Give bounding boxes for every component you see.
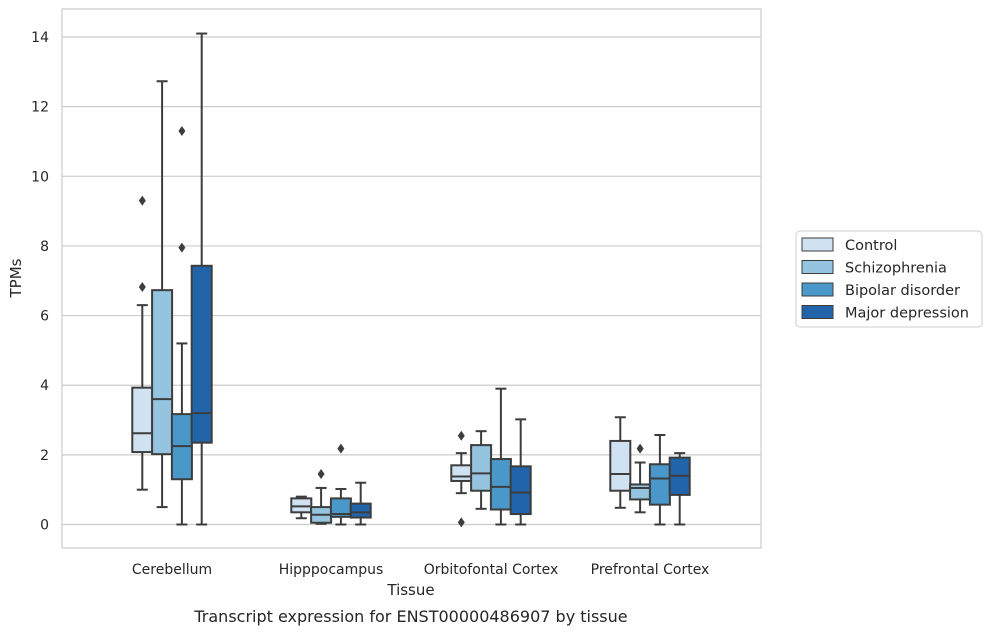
x-tick-label: Cerebellum — [132, 562, 212, 578]
box-body — [131, 386, 154, 454]
y-axis-ticks: 0 2 4 6 8 10 12 14 — [31, 30, 49, 533]
legend-items: Control Schizophrenia Bipolar disorder Majo… — [801, 237, 969, 322]
legend-swatch — [801, 305, 834, 319]
series-control — [131, 195, 632, 528]
box — [629, 443, 652, 514]
box — [290, 495, 313, 520]
box-body — [290, 497, 313, 514]
box — [131, 195, 154, 491]
series-schizophrenia — [151, 80, 652, 525]
box — [349, 481, 372, 526]
legend-label: Schizophrenia — [845, 261, 947, 277]
legend-swatch — [801, 282, 834, 297]
series-bipolar-disorder — [170, 126, 671, 526]
outlier-point — [457, 517, 465, 528]
box-body — [629, 483, 652, 501]
outlier-point — [457, 430, 465, 441]
box-body — [450, 464, 473, 482]
legend-frame — [795, 230, 983, 328]
legend-swatch — [801, 237, 834, 252]
outlier-point — [636, 443, 644, 454]
box — [470, 430, 493, 510]
outlier-point — [337, 443, 345, 454]
legend-label: Major depression — [845, 306, 969, 322]
x-axis-label: Tissue — [386, 581, 434, 599]
box-body — [190, 264, 213, 444]
box-body — [509, 465, 532, 516]
box-body — [349, 502, 372, 519]
box-body — [609, 439, 632, 492]
box — [450, 430, 473, 528]
legend: Control Schizophrenia Bipolar disorder Majo… — [795, 230, 983, 328]
box — [609, 416, 632, 509]
box — [668, 452, 691, 526]
outlier-point — [178, 242, 186, 253]
legend-label: Control — [845, 238, 897, 254]
y-axis-label: TPMs — [7, 258, 25, 298]
box — [329, 443, 352, 526]
y-tick-label: 2 — [40, 448, 49, 464]
y-tick-label: 10 — [31, 169, 49, 185]
x-tick-label: Hipppocampus — [279, 562, 384, 578]
x-tick-label: Orbitofontal Cortex — [424, 562, 559, 578]
legend-label: Bipolar disorder — [845, 283, 960, 299]
y-tick-label: 0 — [40, 518, 49, 534]
legend-swatch — [801, 260, 834, 274]
y-tick-label: 14 — [31, 30, 49, 46]
box — [648, 434, 671, 526]
box-body — [648, 463, 671, 506]
y-tick-label: 4 — [40, 378, 49, 394]
box — [310, 469, 333, 525]
outlier-point — [178, 126, 186, 137]
x-tick-label: Prefrontal Cortex — [591, 562, 710, 578]
box-body — [151, 289, 174, 456]
outlier-point — [138, 282, 146, 293]
box — [509, 418, 532, 526]
y-tick-label: 8 — [40, 239, 49, 255]
outlier-point — [317, 469, 325, 480]
box-series-layer — [131, 32, 691, 528]
box — [489, 387, 512, 526]
y-tick-label: 6 — [40, 309, 49, 325]
outlier-point — [138, 195, 146, 206]
box-body — [470, 444, 493, 492]
plot-area-frame — [61, 8, 762, 549]
x-axis-ticks: Cerebellum Hipppocampus Orbitofontal Corte… — [132, 562, 709, 578]
box — [170, 126, 193, 526]
box-body — [489, 458, 512, 511]
box — [151, 80, 174, 509]
box — [190, 32, 213, 526]
chart-caption: Transcript expression for ENST0000048690… — [193, 607, 627, 626]
y-tick-label: 12 — [31, 100, 49, 116]
series-major-depression — [190, 32, 691, 526]
